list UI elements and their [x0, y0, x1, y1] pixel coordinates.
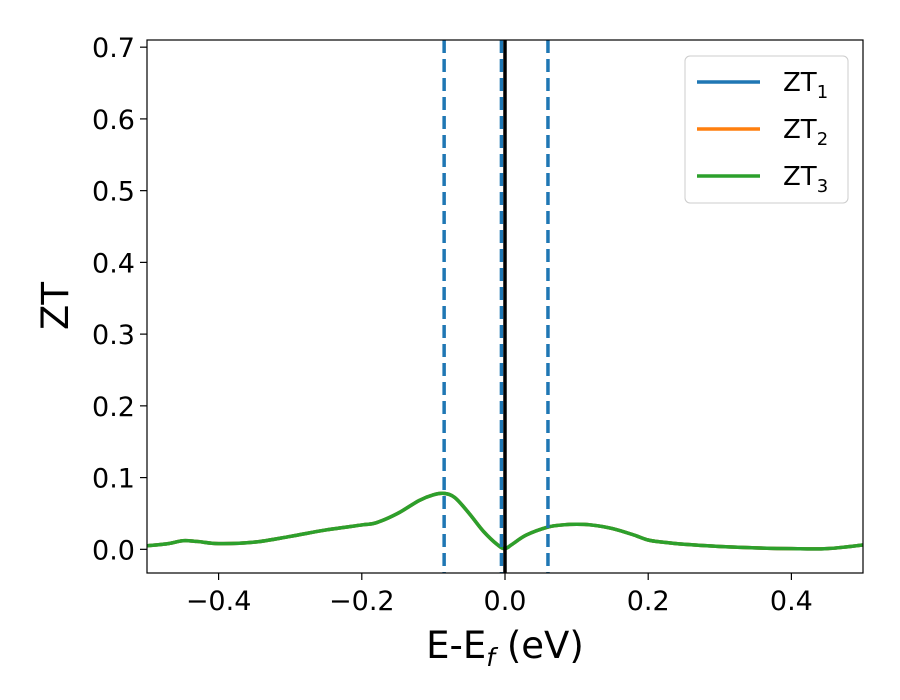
y-tick-label: 0.2 [92, 392, 135, 423]
vertical-lines-layer [442, 40, 550, 573]
y-tick-label: 0.5 [92, 177, 135, 208]
legend-label-zt2: ZT2 [783, 115, 828, 150]
series-layer [147, 491, 863, 551]
y-tick-label: 0.3 [92, 320, 135, 351]
x-axis-title-unit: (eV) [495, 624, 584, 667]
y-tick-label: 0.7 [92, 33, 135, 64]
series-line-zt3 [147, 491, 863, 551]
y-axis-title: ZT [34, 282, 77, 330]
legend-label-zt3: ZT3 [783, 162, 828, 197]
x-tick-label: 0.0 [484, 586, 527, 617]
x-axis-title-main: E-E [426, 624, 486, 667]
x-tick-label: −0.2 [329, 586, 395, 617]
x-axis-title: E-Ef (eV) [426, 624, 584, 672]
x-ticks: −0.4 −0.2 0.0 0.2 0.4 [186, 573, 813, 617]
legend-label-zt1: ZT1 [783, 68, 828, 103]
y-ticks: 0.0 0.1 0.2 0.3 0.4 0.5 0.6 0.7 [92, 33, 147, 566]
legend-frame [684, 55, 849, 204]
x-tick-label: 0.2 [627, 586, 670, 617]
legend: ZT1 ZT2 ZT3 [684, 55, 849, 204]
x-tick-label: 0.4 [770, 586, 813, 617]
y-tick-label: 0.6 [92, 105, 135, 136]
x-tick-label: −0.4 [186, 586, 252, 617]
y-tick-label: 0.4 [92, 248, 135, 279]
y-tick-label: 0.1 [92, 464, 135, 495]
y-tick-label: 0.0 [92, 535, 135, 566]
